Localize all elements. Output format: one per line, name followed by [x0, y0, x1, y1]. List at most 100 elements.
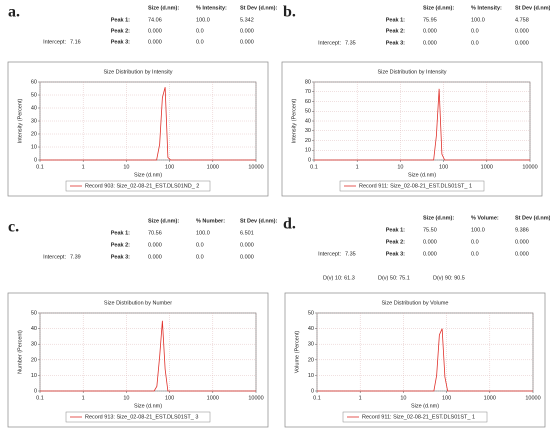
y-tick-label: 30	[308, 342, 314, 348]
y-tick-label: 0	[311, 388, 314, 394]
table-header: % Volume:	[471, 215, 499, 221]
chart-title: Size Distribution by Volume	[382, 300, 449, 306]
table-header: St Dev (d.nm):	[240, 5, 277, 11]
table-cell: 0.000	[515, 28, 529, 34]
table-cell: 0.0	[196, 28, 204, 34]
panel-label: d.	[283, 216, 296, 233]
y-tick-label: 50	[308, 310, 314, 316]
x-tick-label: 1	[356, 164, 359, 170]
data-line	[314, 88, 530, 161]
y-tick-label: 60	[31, 79, 37, 85]
x-axis-label: Size (d.nm)	[134, 403, 162, 409]
x-tick-label: 1000	[481, 164, 493, 170]
panel-label: b.	[283, 4, 296, 21]
row-label: Peak 2:	[386, 239, 405, 245]
data-line	[317, 328, 533, 392]
y-tick-label: 60	[305, 99, 311, 105]
y-tick-label: 10	[31, 373, 37, 379]
table-cell: 100.0	[471, 227, 485, 233]
table-cell: 0.000	[423, 251, 437, 257]
x-tick-label: 10000	[248, 395, 263, 401]
chart-title: Size Distribution by Number	[104, 300, 172, 306]
y-tick-label: 0	[308, 157, 311, 163]
y-tick-label: 10	[305, 148, 311, 154]
table-cell: 0.000	[148, 28, 162, 34]
y-axis-label: Number (Percent)	[17, 330, 23, 374]
table-cell: 0.000	[423, 28, 437, 34]
table-cell: 0.0	[471, 40, 479, 46]
table-cell: 0.000	[515, 251, 529, 257]
plot-area	[316, 312, 534, 392]
intercept-value: 7.35	[345, 251, 356, 257]
legend-entry: Record 911: Size_02-08-21_EST.DLS01ST_ 1	[359, 183, 472, 189]
row-label: Peak 1:	[386, 227, 405, 233]
y-tick-label: 50	[31, 92, 37, 98]
x-tick-label: 100	[439, 164, 448, 170]
table-cell: 0.000	[148, 242, 162, 248]
intercept-label: Intercept:	[318, 40, 341, 46]
row-label: Peak 2:	[111, 28, 130, 34]
x-axis-label: Size (d.nm)	[411, 403, 439, 409]
row-label: Peak 1:	[111, 17, 130, 23]
dv-value: D(v) 50: 75.1	[378, 275, 410, 281]
row-label: Peak 2:	[111, 242, 130, 248]
legend-entry: Record 911: Size_02-08-21_EST.DLS01ST_ 1	[362, 414, 475, 420]
intercept-value: 7.16	[70, 39, 81, 45]
y-tick-label: 50	[305, 109, 311, 115]
table-cell: 74.06	[148, 17, 162, 23]
x-tick-label: 1000	[484, 395, 496, 401]
y-tick-label: 30	[31, 118, 37, 124]
table-cell: 0.0	[196, 39, 204, 45]
y-tick-label: 0	[34, 157, 37, 163]
y-axis-label: Volume (Percent)	[294, 331, 300, 374]
chart-title: Size Distribution by Intensity	[377, 69, 446, 75]
row-label: Peak 1:	[386, 17, 405, 23]
legend-frame	[65, 411, 211, 423]
table-header: Size (d.nm):	[423, 5, 454, 11]
chart: Size Distribution by Intensity 0 10 20 30 40 5…	[7, 61, 269, 197]
table-header: % Number:	[196, 218, 225, 224]
legend-entry: Record 913: Size_02-08-21_EST.DLS01ST_ 3	[85, 414, 198, 420]
table-cell: 0.0	[471, 251, 479, 257]
x-tick-label: 1000	[207, 164, 219, 170]
dv-value: D(v) 10: 61.3	[323, 275, 355, 281]
chart-title: Size Distribution by Intensity	[103, 69, 172, 75]
y-tick-label: 20	[31, 357, 37, 363]
table-cell: 0.000	[240, 39, 254, 45]
x-tick-label: 0.1	[310, 164, 318, 170]
y-tick-label: 20	[305, 138, 311, 144]
intercept-label: Intercept:	[43, 39, 66, 45]
table-cell: 0.000	[515, 40, 529, 46]
table-cell: 0.0	[471, 28, 479, 34]
x-tick-label: 1	[82, 395, 85, 401]
x-tick-label: 10	[400, 395, 406, 401]
x-tick-label: 1	[359, 395, 362, 401]
table-header: % Intensity:	[196, 5, 227, 11]
y-tick-label: 10	[308, 373, 314, 379]
table-header: Size (d.nm):	[423, 215, 454, 221]
x-tick-label: 10000	[248, 164, 263, 170]
intercept-value: 7.35	[345, 40, 356, 46]
table-cell: 0.000	[148, 39, 162, 45]
table-cell: 0.0	[196, 254, 204, 260]
plot-area	[39, 312, 257, 392]
x-tick-label: 10000	[522, 164, 537, 170]
x-tick-label: 0.1	[36, 164, 44, 170]
table-header: St Dev (d.nm):	[240, 218, 277, 224]
table-cell: 100.0	[471, 17, 485, 23]
x-tick-label: 10	[123, 395, 129, 401]
legend-frame	[65, 180, 211, 192]
table-header: % Intensity:	[471, 5, 502, 11]
intercept-value: 7.39	[70, 254, 81, 260]
table-cell: 0.000	[240, 254, 254, 260]
x-tick-label: 0.1	[313, 395, 321, 401]
x-tick-label: 100	[165, 395, 174, 401]
y-tick-label: 30	[31, 342, 37, 348]
table-cell: 0.000	[423, 40, 437, 46]
y-tick-label: 40	[31, 326, 37, 332]
y-axis-label: Intensity (Percent)	[17, 99, 23, 144]
table-cell: 0.000	[423, 239, 437, 245]
table-cell: 0.000	[240, 242, 254, 248]
intercept-label: Intercept:	[43, 254, 66, 260]
legend-frame	[342, 411, 488, 423]
